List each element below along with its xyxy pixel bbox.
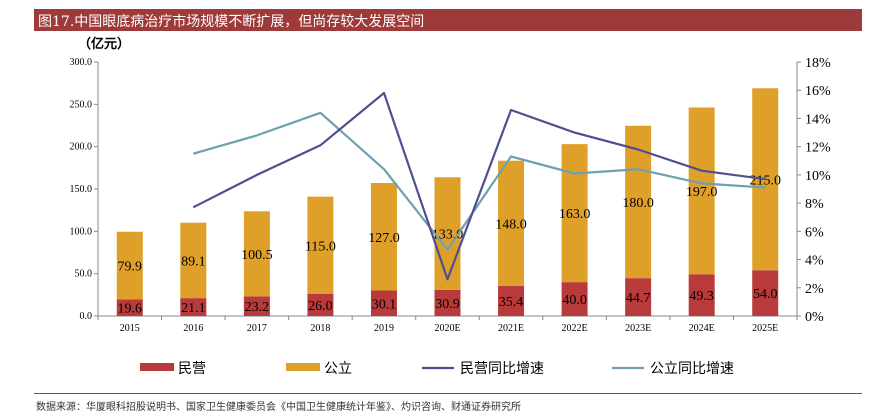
line-private-growth: [192, 91, 766, 281]
y-tick-label-right: 4%: [805, 254, 824, 269]
x-tick-label: 2015: [120, 323, 140, 334]
bar-private: [243, 296, 270, 316]
x-tick-label: 2020E: [434, 323, 460, 334]
y-tick-label-right: 14%: [805, 112, 831, 127]
data-label-private: 30.1: [372, 297, 397, 312]
bar-public: [434, 177, 461, 290]
bar-private: [307, 293, 334, 316]
bar-public: [498, 160, 525, 287]
x-tick-label: 2022E: [562, 323, 588, 334]
data-label-private: 49.3: [689, 289, 714, 304]
data-label-public: 127.0: [368, 231, 400, 246]
line-public-growth: [192, 111, 766, 251]
legend-label: 民营同比增速: [460, 361, 544, 377]
x-tick-label: 2025E: [752, 323, 778, 334]
x-tick-label: 2016: [183, 323, 203, 334]
bar-private: [180, 298, 207, 316]
data-label-private: 35.4: [499, 295, 524, 310]
chart-title: 图17.中国眼底病治疗市场规模不断扩展，但尚存较大发展空间: [38, 14, 425, 30]
y-tick-label-left: 100.0: [70, 226, 93, 237]
data-label-private: 19.6: [118, 302, 143, 317]
data-label-public: 180.0: [622, 196, 654, 211]
bar-public: [561, 144, 588, 283]
data-label-public: 79.9: [118, 260, 143, 275]
x-tick-label: 2018: [310, 323, 330, 334]
legend-label: 民营: [178, 361, 206, 377]
bar-private: [688, 274, 715, 316]
bar-public: [243, 211, 270, 297]
data-label-public: 100.5: [241, 248, 273, 263]
bar-private: [434, 289, 461, 316]
data-label-private: 30.9: [435, 297, 460, 312]
bar-public: [370, 182, 397, 291]
bar-private: [625, 278, 652, 316]
source-divider: [34, 393, 862, 394]
x-tick-label: 2017: [247, 323, 267, 334]
bar-public: [688, 107, 715, 275]
y-tick-label-left: 300.0: [70, 57, 93, 68]
data-label-public: 89.1: [181, 254, 206, 269]
y-axis-label: （亿元）: [78, 36, 130, 52]
y-tick-label-left: 0.0: [80, 311, 93, 322]
bar-private: [498, 286, 525, 316]
data-label-private: 40.0: [562, 293, 587, 308]
data-label-private: 44.7: [626, 291, 651, 306]
x-tick-label: 2024E: [689, 323, 715, 334]
title-bar: 图17.中国眼底病治疗市场规模不断扩展，但尚存较大发展空间: [34, 9, 862, 31]
y-tick-label-left: 50.0: [75, 269, 93, 280]
data-label-public: 197.0: [686, 185, 718, 200]
y-tick-label-left: 150.0: [70, 184, 93, 195]
y-tick-label-right: 0%: [805, 310, 824, 325]
data-label-private: 21.1: [181, 301, 206, 316]
legend-swatch: [286, 363, 320, 371]
y-tick-label-left: 200.0: [70, 142, 93, 153]
data-label-public: 163.0: [559, 207, 591, 222]
y-tick-label-right: 6%: [805, 225, 824, 240]
bar-private: [116, 299, 143, 316]
y-tick-label-right: 16%: [805, 84, 831, 99]
bar-public: [116, 231, 143, 300]
x-tick-label: 2023E: [625, 323, 651, 334]
data-label-private: 23.2: [245, 300, 270, 315]
y-tick-label-left: 250.0: [70, 99, 93, 110]
bar-private: [370, 290, 397, 316]
y-tick-label-right: 18%: [805, 56, 831, 71]
data-label-private: 54.0: [753, 287, 778, 302]
bar-public: [307, 196, 334, 294]
data-label-public: 115.0: [305, 239, 336, 254]
data-label-private: 26.0: [308, 299, 333, 314]
x-tick-label: 2019: [374, 323, 394, 334]
y-tick-label-right: 10%: [805, 169, 831, 184]
data-label-public: 148.0: [495, 217, 527, 232]
bar-public: [752, 88, 779, 271]
bar-private: [752, 270, 779, 316]
bar-public: [180, 222, 207, 299]
y-tick-label-right: 12%: [805, 141, 831, 156]
legend-label: 公立: [324, 361, 352, 377]
y-tick-label-right: 2%: [805, 282, 824, 297]
bar-public: [625, 125, 652, 279]
y-tick-label-right: 8%: [805, 197, 824, 212]
x-tick-label: 2021E: [498, 323, 524, 334]
legend-label: 公立同比增速: [650, 361, 734, 377]
bar-private: [561, 282, 588, 316]
source-note: 数据来源：华厦眼科招股说明书、国家卫生健康委员会《中国卫生健康统计年鉴》、灼识咨…: [36, 402, 521, 413]
legend-swatch: [140, 363, 174, 371]
